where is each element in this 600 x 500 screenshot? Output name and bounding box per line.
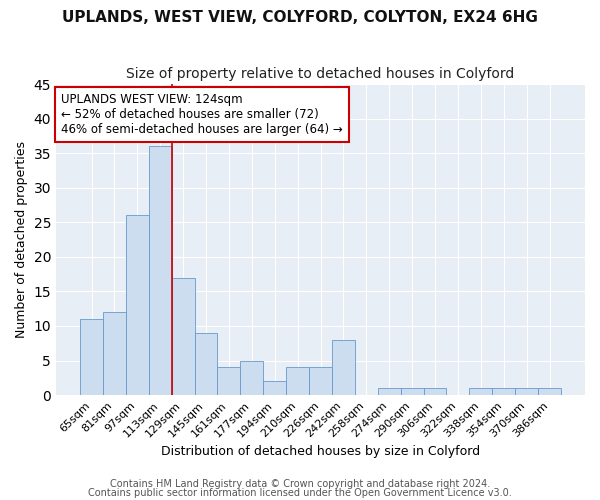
Text: Contains HM Land Registry data © Crown copyright and database right 2024.: Contains HM Land Registry data © Crown c…	[110, 479, 490, 489]
Text: Contains public sector information licensed under the Open Government Licence v3: Contains public sector information licen…	[88, 488, 512, 498]
Bar	[469, 388, 492, 395]
Bar	[515, 388, 538, 395]
Bar	[241, 360, 263, 395]
Text: UPLANDS WEST VIEW: 124sqm
← 52% of detached houses are smaller (72)
46% of semi-: UPLANDS WEST VIEW: 124sqm ← 52% of detac…	[61, 94, 343, 136]
Bar	[332, 340, 355, 395]
Bar	[80, 319, 103, 395]
Bar	[126, 216, 149, 395]
Bar	[149, 146, 172, 395]
Bar	[424, 388, 446, 395]
X-axis label: Distribution of detached houses by size in Colyford: Distribution of detached houses by size …	[161, 444, 480, 458]
Bar	[309, 368, 332, 395]
Bar	[217, 368, 241, 395]
Title: Size of property relative to detached houses in Colyford: Size of property relative to detached ho…	[127, 68, 515, 82]
Bar	[492, 388, 515, 395]
Bar	[286, 368, 309, 395]
Text: UPLANDS, WEST VIEW, COLYFORD, COLYTON, EX24 6HG: UPLANDS, WEST VIEW, COLYFORD, COLYTON, E…	[62, 10, 538, 25]
Y-axis label: Number of detached properties: Number of detached properties	[15, 141, 28, 338]
Bar	[378, 388, 401, 395]
Bar	[538, 388, 561, 395]
Bar	[172, 278, 194, 395]
Bar	[263, 382, 286, 395]
Bar	[103, 312, 126, 395]
Bar	[401, 388, 424, 395]
Bar	[194, 333, 217, 395]
